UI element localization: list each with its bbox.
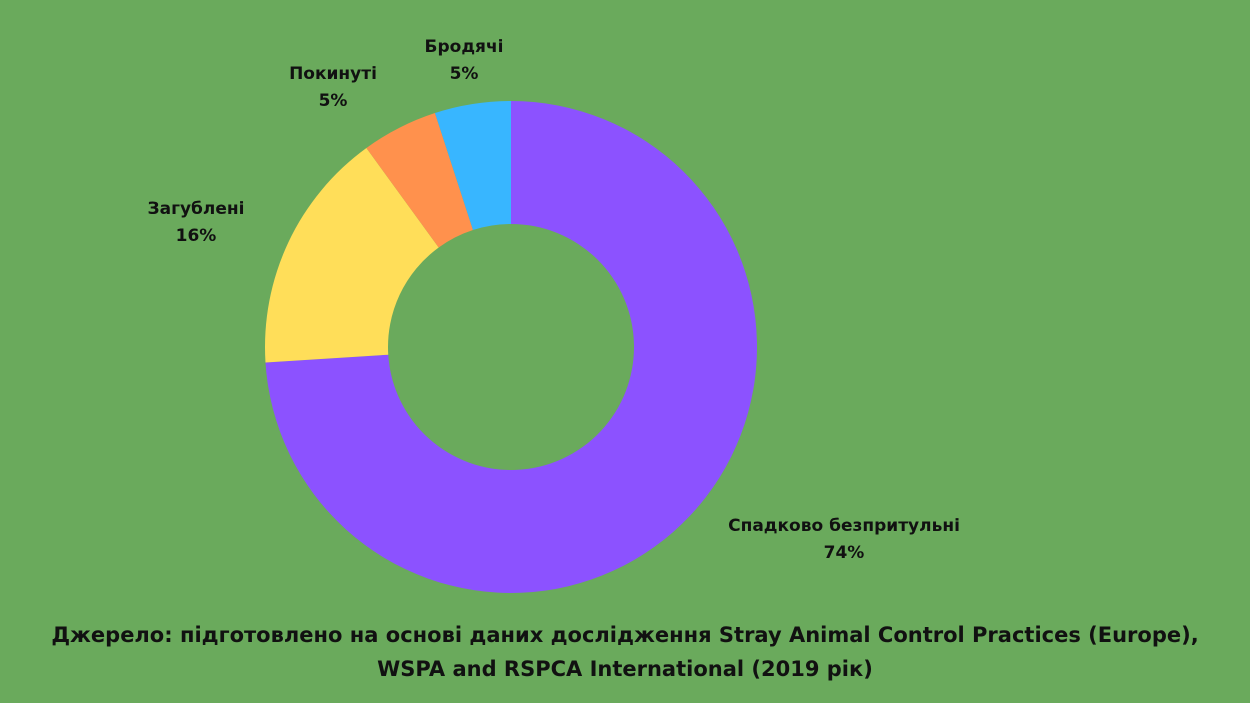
donut-slice-2 [264, 147, 439, 363]
slice-value-label: 74% [824, 543, 865, 563]
slice-category-label: Покинуті [289, 64, 377, 84]
source-line-2: WSPA and RSPCA International (2019 рік) [377, 657, 873, 681]
slice-category-label: Загублені [148, 199, 245, 219]
donut-slice-3 [366, 113, 473, 248]
source-note: Джерело: підготовлено на основі даних до… [0, 618, 1250, 686]
donut-slice-1 [265, 101, 757, 593]
source-line-1: Джерело: підготовлено на основі даних до… [51, 623, 1199, 647]
slice-category-label: Спадково безпритульні [728, 516, 960, 536]
slice-value-label: 5% [319, 91, 348, 111]
donut-slice-4 [434, 101, 511, 231]
slice-value-label: 5% [450, 64, 479, 84]
slice-value-label: 16% [176, 226, 217, 246]
slice-category-label: Бродячі [425, 37, 504, 57]
